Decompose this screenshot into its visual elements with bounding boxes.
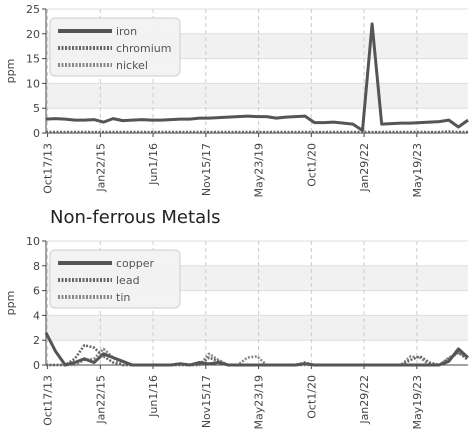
series-line-iron bbox=[45, 22, 469, 132]
x-tick-label: Oct1/20 bbox=[305, 375, 318, 419]
y-tick-label: 10 bbox=[26, 77, 40, 90]
y-tick-label: 10 bbox=[26, 235, 40, 248]
x-tick-label: Oct1/20 bbox=[305, 143, 318, 187]
y-tick-label: 25 bbox=[26, 3, 40, 16]
x-tick-label: Jan22/15 bbox=[94, 143, 107, 193]
series-line-chromium bbox=[46, 130, 468, 134]
x-tick-label: May23/19 bbox=[253, 375, 266, 429]
y-tick-label: 4 bbox=[33, 309, 40, 322]
series-line-lead bbox=[46, 343, 469, 367]
x-tick-label: Jan29/22 bbox=[358, 375, 371, 425]
y-tick-label: 0 bbox=[33, 359, 40, 372]
x-tick-label: Nov15/17 bbox=[200, 375, 213, 428]
x-tick-label: May19/23 bbox=[411, 375, 424, 429]
legend-label-iron: iron bbox=[116, 25, 137, 38]
legend-label-chromium: chromium bbox=[116, 42, 172, 55]
x-tick-label: Jun1/16 bbox=[147, 375, 160, 418]
legend-label-nickel: nickel bbox=[116, 59, 148, 72]
y-tick-label: 6 bbox=[33, 285, 40, 298]
series-line-copper bbox=[44, 332, 469, 367]
non-ferrous-metals-chart: 0 2 4 6 8 10 Oct17/13 Jan22/15 Jun1/16 Nov15/17 Ma… bbox=[4, 235, 469, 429]
y-axis-label: ppm bbox=[4, 59, 17, 84]
x-tick-label: May19/23 bbox=[411, 143, 424, 197]
x-tick-label: Jan22/15 bbox=[94, 375, 107, 425]
y-tick-label: 2 bbox=[33, 334, 40, 347]
plot-band bbox=[46, 83, 468, 109]
non-ferrous-metals-heading: Non-ferrous Metals bbox=[50, 207, 221, 228]
ferrous-metals-chart: 0 5 10 15 20 25 Oct17/13 Jan22/15 Jun1/16 Nov15/1… bbox=[4, 3, 469, 197]
y-tick-label: 0 bbox=[33, 127, 40, 140]
y-axis-label: ppm bbox=[4, 291, 17, 316]
legend-label-tin: tin bbox=[116, 291, 130, 304]
x-tick-label: Jun1/16 bbox=[147, 143, 160, 186]
y-tick-label: 15 bbox=[26, 53, 40, 66]
x-tick-label: Oct17/13 bbox=[42, 143, 55, 194]
y-tick-label: 8 bbox=[33, 260, 40, 273]
y-tick-label: 20 bbox=[26, 28, 40, 41]
x-tick-label: Jan29/22 bbox=[358, 143, 371, 193]
x-tick-label: May23/19 bbox=[253, 143, 266, 197]
x-tick-label: Nov15/17 bbox=[200, 143, 213, 196]
legend-label-lead: lead bbox=[116, 274, 140, 287]
x-tick-label: Oct17/13 bbox=[42, 375, 55, 426]
plot-band bbox=[46, 315, 468, 341]
legend-label-copper: copper bbox=[116, 257, 155, 270]
y-tick-label: 5 bbox=[33, 102, 40, 115]
